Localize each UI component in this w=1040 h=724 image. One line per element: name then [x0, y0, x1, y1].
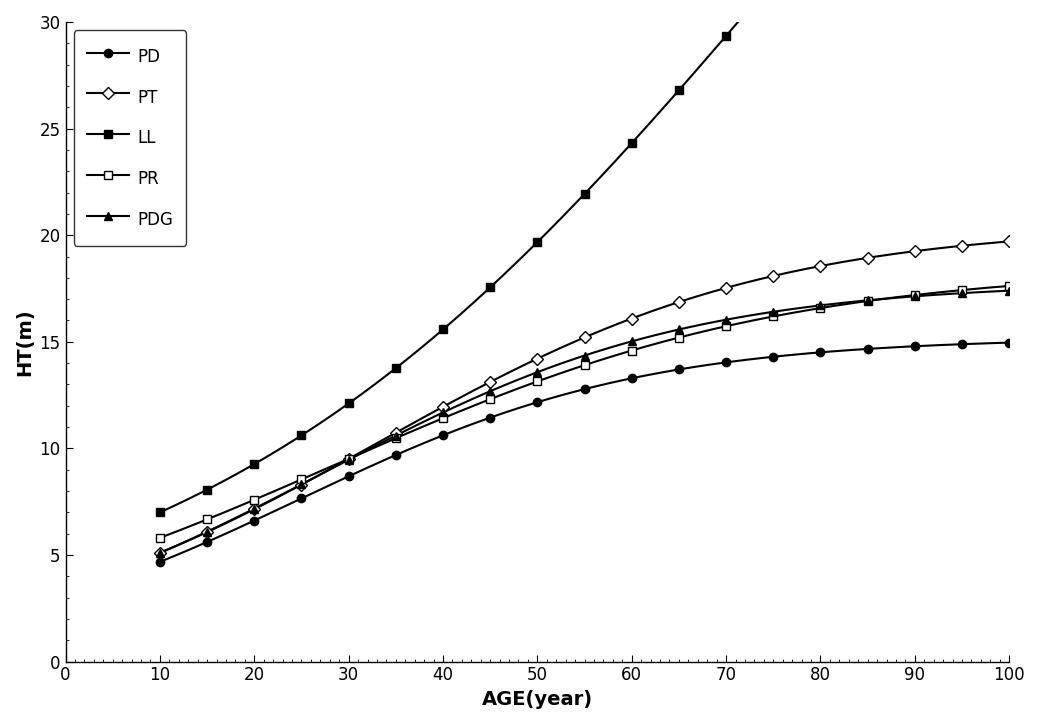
LL — [248, 460, 260, 468]
LL — [484, 283, 496, 292]
PR — [248, 495, 260, 504]
PDG — [437, 408, 449, 417]
PR — [390, 434, 402, 442]
PDG — [720, 316, 732, 324]
PD — [956, 340, 968, 348]
PDG — [201, 527, 213, 536]
PD — [248, 516, 260, 525]
PT — [295, 480, 308, 489]
PD — [768, 353, 780, 361]
PT — [342, 455, 355, 463]
PT — [861, 253, 874, 262]
LL — [578, 190, 591, 198]
PT — [814, 261, 827, 270]
PD — [814, 348, 827, 357]
LL — [295, 431, 308, 439]
PR — [437, 414, 449, 423]
PR — [154, 534, 166, 542]
PT — [390, 429, 402, 437]
PDG — [295, 480, 308, 489]
LL — [154, 508, 166, 517]
PT — [768, 272, 780, 280]
PR — [768, 312, 780, 321]
PR — [201, 515, 213, 523]
PD — [531, 398, 544, 407]
PDG — [956, 289, 968, 298]
PR — [861, 297, 874, 306]
PD — [673, 365, 685, 374]
PT — [1003, 237, 1015, 245]
LL — [720, 32, 732, 41]
PD — [861, 345, 874, 353]
PR — [342, 455, 355, 463]
Line: PT: PT — [156, 237, 1013, 557]
PR — [531, 377, 544, 386]
PDG — [861, 296, 874, 305]
PD — [437, 431, 449, 439]
LL — [531, 237, 544, 246]
PD — [909, 342, 921, 350]
PT — [673, 298, 685, 306]
LL — [437, 325, 449, 334]
PDG — [484, 387, 496, 395]
PDG — [531, 368, 544, 376]
PT — [437, 403, 449, 411]
PD — [578, 384, 591, 393]
PR — [578, 361, 591, 369]
PDG — [390, 432, 402, 440]
PD — [720, 358, 732, 366]
Line: PR: PR — [156, 282, 1013, 542]
PT — [909, 247, 921, 256]
PR — [720, 322, 732, 331]
PR — [909, 291, 921, 300]
PR — [956, 286, 968, 295]
PR — [484, 395, 496, 403]
PT — [248, 505, 260, 513]
LL — [390, 364, 402, 373]
PT — [956, 241, 968, 250]
PR — [295, 475, 308, 484]
PD — [484, 413, 496, 422]
PD — [201, 538, 213, 547]
PDG — [342, 455, 355, 464]
PT — [720, 284, 732, 292]
Line: PD: PD — [156, 338, 1013, 566]
LL — [342, 399, 355, 408]
X-axis label: AGE(year): AGE(year) — [482, 690, 593, 709]
Line: PDG: PDG — [156, 287, 1013, 557]
PT — [625, 314, 638, 323]
PDG — [814, 301, 827, 310]
PDG — [248, 505, 260, 513]
PDG — [909, 292, 921, 300]
PD — [390, 451, 402, 460]
PD — [1003, 338, 1015, 347]
PT — [484, 378, 496, 387]
PDG — [578, 351, 591, 360]
Legend: PD, PT, LL, PR, PDG: PD, PT, LL, PR, PDG — [74, 30, 186, 245]
PDG — [768, 308, 780, 316]
Y-axis label: HT(m): HT(m) — [15, 308, 34, 376]
LL — [625, 139, 638, 148]
PD — [295, 494, 308, 502]
LL — [201, 485, 213, 494]
PR — [1003, 282, 1015, 290]
PT — [154, 549, 166, 557]
PDG — [625, 337, 638, 345]
PR — [814, 304, 827, 313]
PD — [154, 557, 166, 566]
PR — [625, 346, 638, 355]
PDG — [154, 549, 166, 557]
LL — [673, 86, 685, 95]
PT — [578, 333, 591, 342]
PD — [342, 472, 355, 481]
PDG — [673, 325, 685, 334]
PT — [201, 528, 213, 536]
PT — [531, 354, 544, 363]
PD — [625, 374, 638, 382]
Line: LL: LL — [156, 0, 1013, 516]
PDG — [1003, 286, 1015, 295]
PR — [673, 333, 685, 342]
